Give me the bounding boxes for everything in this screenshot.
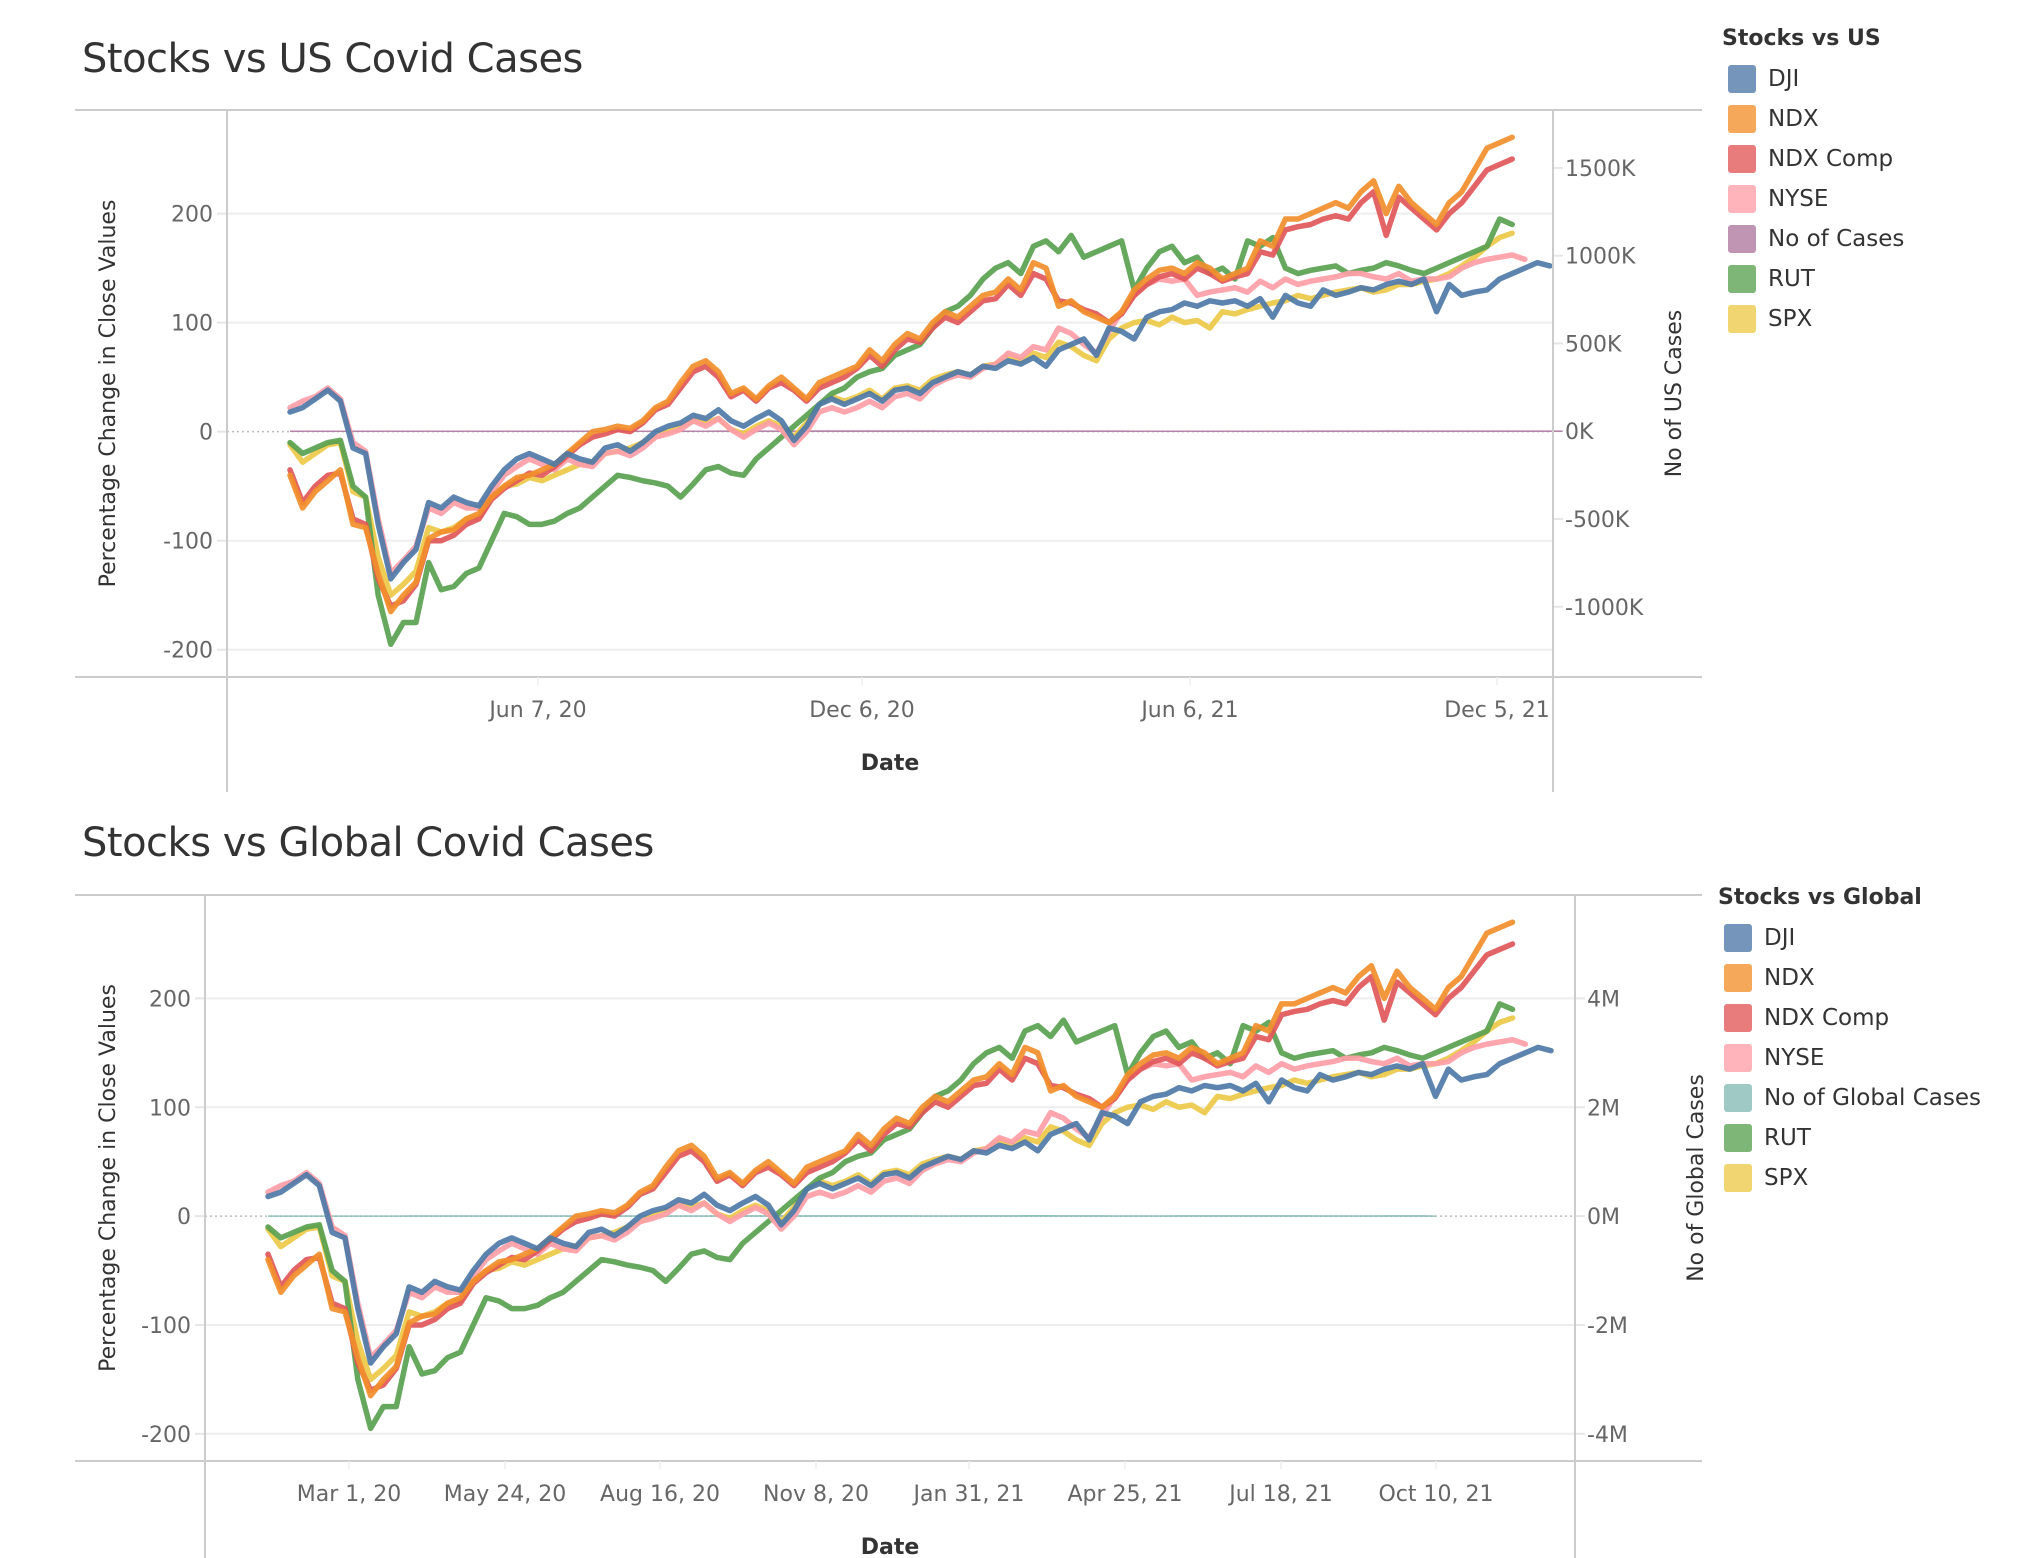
- legend-swatch: [1728, 105, 1756, 133]
- legend-swatch: [1724, 1164, 1752, 1192]
- us-legend: Stocks vs US DJI NDX NDX Comp NYSE No of Cas…: [1722, 26, 1904, 339]
- y2-tick-label: -4M: [1587, 1423, 1628, 1448]
- y2-tick-label: 1500K: [1565, 157, 1636, 182]
- legend-item-rut[interactable]: RUT: [1722, 259, 1904, 299]
- y2-tick-label: 500K: [1565, 332, 1622, 357]
- legend-label: SPX: [1768, 306, 1813, 332]
- legend-swatch: [1728, 265, 1756, 293]
- legend-item-spx[interactable]: SPX: [1718, 1158, 1981, 1198]
- ndx-line: [287, 134, 1515, 615]
- x-tick-label: Apr 25, 21: [1067, 1482, 1182, 1507]
- nyse-line: [265, 1037, 1529, 1361]
- legend-item-dji[interactable]: DJI: [1718, 918, 1981, 958]
- nyse-line: [287, 252, 1528, 577]
- legend-item-dji[interactable]: DJI: [1722, 59, 1904, 99]
- ndx-line: [265, 919, 1516, 1399]
- legend-label: NDX: [1768, 106, 1819, 132]
- x-tick-label: Oct 10, 21: [1378, 1482, 1493, 1507]
- y2-tick-label: -2M: [1587, 1314, 1628, 1339]
- us-chart-title: Stocks vs US Covid Cases: [82, 36, 583, 82]
- legend-swatch: [1724, 1084, 1752, 1112]
- dji-line: [287, 259, 1553, 582]
- y-tick-label: 200: [171, 203, 213, 228]
- legend-swatch: [1724, 924, 1752, 952]
- y-axis-title: Percentage Change in Close Values: [96, 200, 121, 588]
- legend-item-spx[interactable]: SPX: [1722, 299, 1904, 339]
- legend-label: NYSE: [1764, 1045, 1825, 1071]
- y2-tick-label: 0M: [1587, 1205, 1620, 1230]
- legend-swatch: [1724, 964, 1752, 992]
- global-stocks-chart: 200 100 0 -100 -200 4M 2M 0M -2M -4M Mar 1, 20 May …: [75, 894, 1709, 1558]
- global-legend: Stocks vs Global DJI NDX NDX Comp NYSE No of…: [1718, 885, 1981, 1198]
- legend-swatch: [1728, 305, 1756, 333]
- legend-label: RUT: [1768, 266, 1815, 292]
- legend-label: DJI: [1764, 925, 1796, 951]
- legend-item-rut[interactable]: RUT: [1718, 1118, 1981, 1158]
- legend-item-no-of-cases[interactable]: No of Cases: [1722, 219, 1904, 259]
- x-tick-label: Jul 18, 21: [1227, 1482, 1333, 1507]
- legend-item-nyse[interactable]: NYSE: [1718, 1038, 1981, 1078]
- x-tick-label: Nov 8, 20: [763, 1482, 869, 1507]
- legend-item-ndx[interactable]: NDX: [1722, 99, 1904, 139]
- legend-swatch: [1728, 185, 1756, 213]
- x-tick-label: Dec 6, 20: [809, 698, 915, 723]
- ndx-comp-line: [265, 941, 1516, 1393]
- rut-line: [265, 1001, 1516, 1432]
- y-tick-label: 0: [199, 421, 213, 446]
- global-chart-title: Stocks vs Global Covid Cases: [82, 820, 654, 866]
- y-axis-title: Percentage Change in Close Values: [96, 984, 121, 1372]
- y2-tick-label: -1000K: [1565, 596, 1644, 621]
- legend-item-nyse[interactable]: NYSE: [1722, 179, 1904, 219]
- y-tick-label: 0: [177, 1205, 191, 1230]
- legend-label: NDX Comp: [1764, 1005, 1890, 1031]
- us-legend-title: Stocks vs US: [1722, 26, 1881, 51]
- x-tick-label: Jun 7, 20: [487, 698, 586, 723]
- x-tick-label: Jun 6, 21: [1139, 698, 1238, 723]
- legend-swatch: [1724, 1004, 1752, 1032]
- y2-tick-label: -500K: [1565, 508, 1630, 533]
- global-legend-title: Stocks vs Global: [1718, 885, 1922, 910]
- legend-item-ndx[interactable]: NDX: [1718, 958, 1981, 998]
- y2-tick-label: 1000K: [1565, 245, 1636, 270]
- y-tick-label: 200: [149, 987, 191, 1012]
- legend-swatch: [1724, 1044, 1752, 1072]
- legend-label: NDX: [1764, 965, 1815, 991]
- rut-line: [287, 216, 1515, 648]
- y-tick-label: 100: [171, 312, 213, 337]
- x-tick-label: May 24, 20: [444, 1482, 566, 1507]
- legend-swatch: [1724, 1124, 1752, 1152]
- ndx-comp-line: [287, 156, 1515, 609]
- y-tick-label: -100: [163, 530, 213, 555]
- y-tick-label: -100: [141, 1314, 191, 1339]
- legend-label: SPX: [1764, 1165, 1809, 1191]
- y-tick-label: 100: [149, 1096, 191, 1121]
- y2-tick-label: 4M: [1587, 987, 1620, 1012]
- legend-swatch: [1728, 65, 1756, 93]
- y2-axis-title: No of US Cases: [1662, 310, 1687, 477]
- y-tick-label: -200: [163, 639, 213, 664]
- legend-swatch: [1728, 145, 1756, 173]
- x-tick-label: Dec 5, 21: [1444, 698, 1550, 723]
- us-stocks-chart: 200 100 0 -100 -200 1500K 1000K 500K 0K -500K -100…: [75, 109, 1702, 792]
- x-tick-label: Jan 31, 21: [912, 1482, 1025, 1507]
- legend-label: RUT: [1764, 1125, 1811, 1151]
- legend-label: NDX Comp: [1768, 146, 1894, 172]
- y2-tick-label: 2M: [1587, 1096, 1620, 1121]
- legend-label: No of Cases: [1768, 226, 1905, 252]
- legend-swatch: [1728, 225, 1756, 253]
- x-tick-label: Aug 16, 20: [600, 1482, 720, 1507]
- dji-line: [265, 1044, 1554, 1366]
- x-axis-title: Date: [861, 751, 920, 776]
- legend-item-no-of-global-cases[interactable]: No of Global Cases: [1718, 1078, 1981, 1118]
- legend-item-ndx-comp[interactable]: NDX Comp: [1722, 139, 1904, 179]
- y2-axis-title: No of Global Cases: [1684, 1074, 1709, 1282]
- legend-label: NYSE: [1768, 186, 1829, 212]
- x-axis-title: Date: [861, 1535, 920, 1558]
- y-tick-label: -200: [141, 1423, 191, 1448]
- legend-label: No of Global Cases: [1764, 1085, 1982, 1111]
- x-tick-label: Mar 1, 20: [297, 1482, 401, 1507]
- legend-label: DJI: [1768, 66, 1800, 92]
- legend-item-ndx-comp[interactable]: NDX Comp: [1718, 998, 1981, 1038]
- y2-tick-label: 0K: [1565, 420, 1594, 445]
